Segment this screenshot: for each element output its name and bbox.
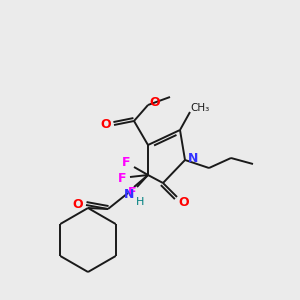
Text: F: F <box>118 172 126 185</box>
Text: N: N <box>188 152 198 164</box>
Text: CH₃: CH₃ <box>190 103 210 113</box>
Text: O: O <box>150 97 160 110</box>
Text: F: F <box>128 187 136 200</box>
Text: N: N <box>124 188 134 200</box>
Text: F: F <box>122 157 130 169</box>
Text: H: H <box>136 197 144 207</box>
Text: O: O <box>101 118 111 131</box>
Text: O: O <box>179 196 189 209</box>
Text: O: O <box>73 199 83 212</box>
